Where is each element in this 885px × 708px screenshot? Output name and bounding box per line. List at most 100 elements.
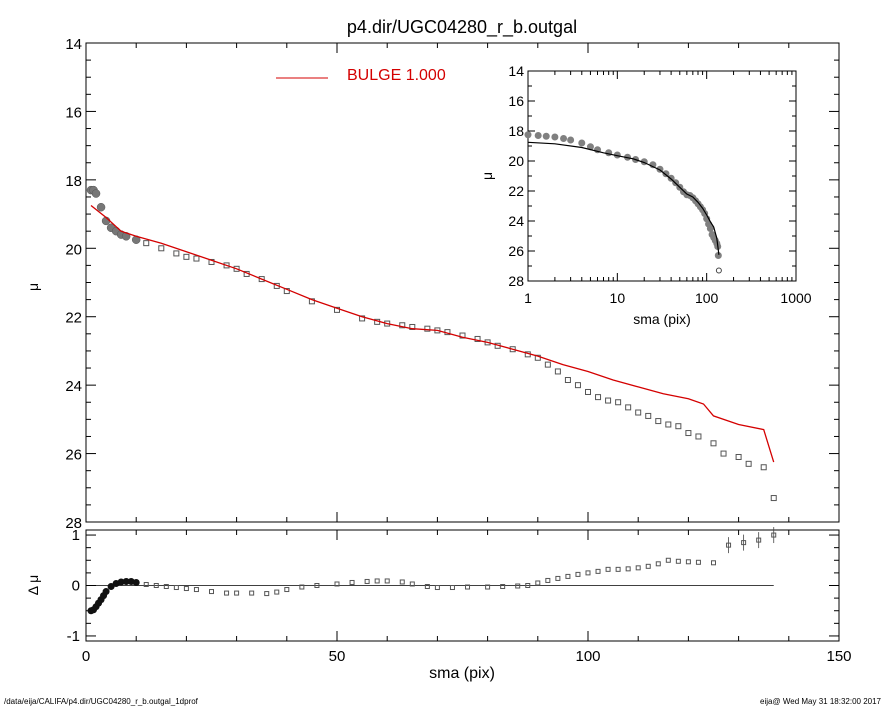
inset-ticks <box>527 70 797 282</box>
residual-point <box>685 559 691 565</box>
profile-point <box>585 388 591 395</box>
profile-point <box>635 409 642 416</box>
profile-point <box>554 368 561 375</box>
residual-point <box>449 585 455 591</box>
profile-point <box>675 423 682 430</box>
inset-profile-point <box>524 131 532 139</box>
residual-y-axis-label: Δ μ <box>25 575 41 596</box>
residual-point <box>163 584 169 590</box>
legend: BULGE 1.000 <box>276 67 446 84</box>
inset-x-tick-label: 1000 <box>780 290 811 306</box>
inset-y-tick-label: 28 <box>508 273 524 289</box>
chart-title: p4.dir/UGC04280_r_b.outgal <box>347 17 577 38</box>
residual-point <box>424 584 430 590</box>
profile-point <box>424 325 431 332</box>
profile-point <box>96 202 106 212</box>
profile-point <box>564 377 571 384</box>
residual-point <box>274 589 280 595</box>
inset-plot-frame <box>527 70 797 282</box>
profile-point <box>544 361 551 368</box>
profile-point <box>655 418 662 425</box>
x-tick-label: 150 <box>826 648 851 665</box>
inset-profile-point <box>578 139 586 147</box>
inset-profile-point <box>567 136 575 144</box>
inset-x-axis-label: sma (pix) <box>633 311 691 327</box>
inset-profile-point <box>706 225 714 232</box>
residual-point <box>756 537 762 543</box>
profile-point <box>193 255 200 262</box>
profile-point <box>208 258 215 265</box>
residual-point <box>625 566 631 572</box>
inset-profile-point <box>613 151 621 159</box>
profile-point <box>474 335 481 342</box>
profile-point <box>183 253 190 260</box>
residual-y-tick-label: 1 <box>72 527 80 544</box>
footer-path: /data/eija/CALIFA/p4.dir/UGC04280_r_b.ou… <box>4 697 198 706</box>
residual-point <box>545 577 551 583</box>
profile-point <box>308 298 315 305</box>
residual-point <box>655 561 661 567</box>
residual-point <box>515 583 521 589</box>
residual-point <box>695 559 701 565</box>
main-y-tick-label: 16 <box>65 104 82 121</box>
bulge-model-line <box>90 204 775 463</box>
profile-point <box>409 323 416 330</box>
inset-y-tick-label: 16 <box>508 93 524 109</box>
inset-y-tick-label: 24 <box>508 213 524 229</box>
footer-timestamp: eija@ Wed May 31 18:32:00 2017 <box>760 697 881 706</box>
residual-point <box>555 575 561 581</box>
inset-tick-labels: 14 16 18 20 22 24 26 281 10 100 1000 <box>508 63 811 306</box>
residual-point <box>399 579 405 585</box>
profile-point <box>625 404 632 411</box>
inset-y-tick-label: 26 <box>508 243 524 259</box>
residual-point <box>575 571 581 577</box>
main-y-axis-label: μ <box>25 283 41 291</box>
profile-point <box>283 288 290 295</box>
main-ticks <box>85 42 840 523</box>
residual-point <box>434 585 440 591</box>
residual-point <box>173 585 179 591</box>
profile-point <box>760 464 767 471</box>
profile-point <box>745 460 752 467</box>
main-y-tick-label: 22 <box>65 310 82 327</box>
inset-profile-point <box>714 252 722 259</box>
inset-profile-point <box>534 132 542 139</box>
residual-point <box>102 588 110 596</box>
inset-y-tick-label: 18 <box>508 123 524 139</box>
main-tick-labels: 14 16 18 20 22 24 26 28 <box>65 36 82 532</box>
profile-point <box>459 332 466 339</box>
inset-y-tick-label: 22 <box>508 183 524 199</box>
residual-point <box>384 578 390 584</box>
profile-point <box>334 306 340 313</box>
profile-point <box>359 315 366 322</box>
residual-point <box>249 590 255 596</box>
inset-profile-point <box>560 135 568 142</box>
profile-point <box>91 189 101 198</box>
main-plot-panel: 14 16 18 20 22 24 26 28 μ BULGE 1.000 <box>25 36 840 532</box>
residual-point <box>264 591 270 597</box>
residual-point <box>465 584 471 590</box>
profile-point <box>534 354 541 361</box>
residual-point <box>635 565 641 571</box>
residual-point <box>500 584 506 590</box>
residual-point <box>605 566 611 572</box>
profile-point <box>158 245 165 252</box>
residual-point <box>615 566 621 572</box>
residual-y-tick-label: 0 <box>72 578 80 595</box>
inset-profile-point <box>542 132 550 140</box>
residual-point <box>485 584 491 590</box>
residual-point <box>209 589 214 595</box>
x-tick-label: 50 <box>329 648 346 665</box>
residual-point <box>711 560 716 566</box>
profile-point <box>615 399 622 406</box>
inset-plot-panel: 14 16 18 20 22 24 26 281 10 100 1000 μ sma (pix) <box>479 63 812 327</box>
profile-point <box>720 450 727 457</box>
residual-point <box>665 557 671 563</box>
profile-point <box>735 453 742 460</box>
residual-point <box>525 583 531 588</box>
residual-point <box>153 583 159 588</box>
residual-point <box>284 587 290 593</box>
x-tick-label: 100 <box>575 648 600 665</box>
